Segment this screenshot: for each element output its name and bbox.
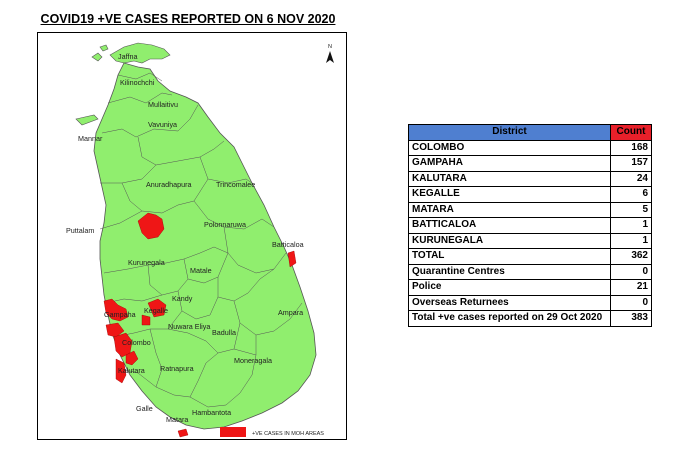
- label-anuradhapura: Anuradhapura: [146, 180, 192, 189]
- summary-label: Total +ve cases reported on 29 Oct 2020: [408, 310, 611, 327]
- extra-row: Police 21: [408, 279, 652, 296]
- district-cell: MATARA: [408, 201, 611, 218]
- label-hambantota: Hambantota: [192, 408, 231, 417]
- count-cell: 1: [610, 232, 652, 249]
- label-badulla: Badulla: [212, 328, 236, 337]
- extra-row: Quarantine Centres 0: [408, 263, 652, 280]
- sri-lanka-map: N Jaffna Kilinochchi Mullaitivu Mannar V…: [66, 42, 334, 438]
- case-area-gampaha: [103, 298, 129, 322]
- label-nuwara-eliya: Nuwara Eliya: [168, 322, 210, 331]
- extra-count: 0: [610, 263, 652, 280]
- label-kurunegala: Kurunegala: [128, 258, 165, 267]
- north-arrow: N: [326, 44, 334, 63]
- table-row: KURUNEGALA 1: [408, 232, 652, 249]
- map-legend: +VE CASES IN MOH AREAS: [220, 427, 324, 437]
- legend-label: +VE CASES IN MOH AREAS: [252, 431, 324, 437]
- case-area-batticaloa: [287, 250, 297, 268]
- island-mannar: [75, 114, 99, 126]
- table-header-row: District Count: [408, 124, 652, 141]
- table-row: MATARA 5: [408, 201, 652, 218]
- label-vavuniya: Vavuniya: [148, 120, 177, 129]
- map-frame: N Jaffna Kilinochchi Mullaitivu Mannar V…: [37, 32, 347, 440]
- island-delft: [91, 52, 103, 62]
- district-cell: COLOMBO: [408, 139, 611, 156]
- north-label: N: [328, 44, 332, 50]
- extra-label: Police: [408, 279, 611, 296]
- label-matara: Matara: [166, 415, 188, 424]
- label-ampara: Ampara: [278, 308, 303, 317]
- total-label: TOTAL: [408, 248, 611, 265]
- legend-swatch: [220, 427, 246, 437]
- label-galle: Galle: [136, 404, 153, 413]
- label-batticaloa: Batticaloa: [272, 240, 304, 249]
- case-area-kegalle: [147, 298, 167, 318]
- column-header-district: District: [408, 124, 611, 141]
- case-count-table: District Count COLOMBO 168 GAMPAHA 157 KAL…: [408, 124, 652, 327]
- district-cell: KEGALLE: [408, 186, 611, 203]
- label-moneragala: Moneragala: [234, 356, 272, 365]
- label-puttalam: Puttalam: [66, 226, 94, 235]
- table-row: GAMPAHA 157: [408, 155, 652, 172]
- table-row: BATTICALOA 1: [408, 217, 652, 234]
- case-area-kegalle-2: [141, 314, 151, 326]
- label-kalutara: Kalutara: [118, 366, 145, 375]
- table-row: KEGALLE 6: [408, 186, 652, 203]
- count-cell: 24: [610, 170, 652, 187]
- count-cell: 5: [610, 201, 652, 218]
- count-cell: 168: [610, 139, 652, 156]
- case-areas: [103, 212, 297, 438]
- label-trincomalee: Trincomalee: [216, 180, 255, 189]
- north-arrow-icon: [326, 51, 334, 63]
- extra-count: 0: [610, 294, 652, 311]
- count-cell: 157: [610, 155, 652, 172]
- label-kegalle: Kegalle: [144, 306, 168, 315]
- case-area-matara: [177, 428, 189, 438]
- summary-row: Total +ve cases reported on 29 Oct 2020 3…: [408, 310, 652, 327]
- extra-label: Overseas Returnees: [408, 294, 611, 311]
- total-row: TOTAL 362: [408, 248, 652, 265]
- label-ratnapura: Ratnapura: [160, 364, 194, 373]
- page-title: COVID19 +VE CASES REPORTED ON 6 NOV 2020: [40, 12, 336, 26]
- island-small: [99, 44, 109, 52]
- table-row: COLOMBO 168: [408, 139, 652, 156]
- extra-label: Quarantine Centres: [408, 263, 611, 280]
- case-area-kurunegala: [137, 212, 165, 240]
- column-header-count: Count: [610, 124, 652, 141]
- district-borders: [99, 72, 303, 408]
- label-jaffna: Jaffna: [118, 52, 137, 61]
- district-cell: KURUNEGALA: [408, 232, 611, 249]
- total-count: 362: [610, 248, 652, 265]
- label-matale: Matale: [190, 266, 212, 275]
- district-cell: GAMPAHA: [408, 155, 611, 172]
- count-cell: 1: [610, 217, 652, 234]
- district-labels: Jaffna Kilinochchi Mullaitivu Mannar Vav…: [66, 52, 304, 424]
- extra-row: Overseas Returnees 0: [408, 294, 652, 311]
- label-gampaha: Gampaha: [104, 310, 136, 319]
- count-cell: 6: [610, 186, 652, 203]
- mainland: [93, 62, 317, 430]
- district-cell: BATTICALOA: [408, 217, 611, 234]
- case-area-gampaha-2: [105, 322, 125, 338]
- label-kandy: Kandy: [172, 294, 193, 303]
- label-mannar: Mannar: [78, 134, 103, 143]
- label-colombo: Colombo: [122, 338, 151, 347]
- summary-count: 383: [610, 310, 652, 327]
- table-row: KALUTARA 24: [408, 170, 652, 187]
- case-area-colombo-2: [125, 350, 139, 366]
- case-area-kalutara: [115, 358, 127, 384]
- label-polonnaruwa: Polonnaruwa: [204, 220, 246, 229]
- label-mullaitivu: Mullaitivu: [148, 100, 178, 109]
- extra-count: 21: [610, 279, 652, 296]
- district-cell: KALUTARA: [408, 170, 611, 187]
- label-kilinochchi: Kilinochchi: [120, 78, 155, 87]
